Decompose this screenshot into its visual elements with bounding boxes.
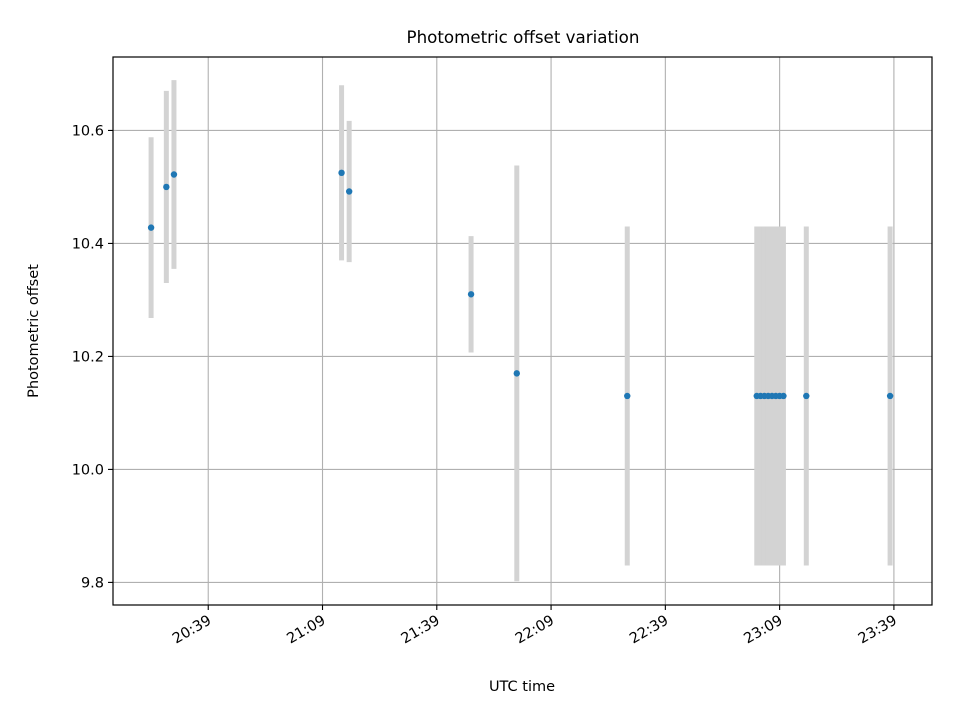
data-point: [624, 392, 631, 400]
y-tick-label: 9.8: [81, 575, 104, 591]
data-point: [170, 171, 178, 178]
data-point: [886, 392, 894, 400]
y-tick-label: 10.4: [72, 236, 104, 252]
data-point: [780, 392, 787, 400]
y-tick-label: 10.0: [72, 462, 104, 478]
y-axis: 9.8 10.0 10.2 10.4 10.6: [72, 123, 113, 591]
data-point: [338, 169, 345, 177]
y-tick-label: 10.6: [72, 123, 104, 139]
chart-title: Photometric offset variation: [407, 27, 640, 47]
data-point: [163, 183, 170, 191]
point-layer: [147, 169, 894, 400]
y-tick-label: 10.2: [72, 349, 104, 365]
data-point: [345, 188, 353, 195]
data-point: [467, 291, 475, 298]
data-point: [147, 224, 155, 231]
data-point: [803, 392, 810, 400]
data-point: [513, 370, 520, 377]
y-axis-label: Photometric offset: [26, 264, 42, 398]
plot-frame: [112, 56, 933, 606]
x-axis-label: UTC time: [489, 679, 555, 695]
